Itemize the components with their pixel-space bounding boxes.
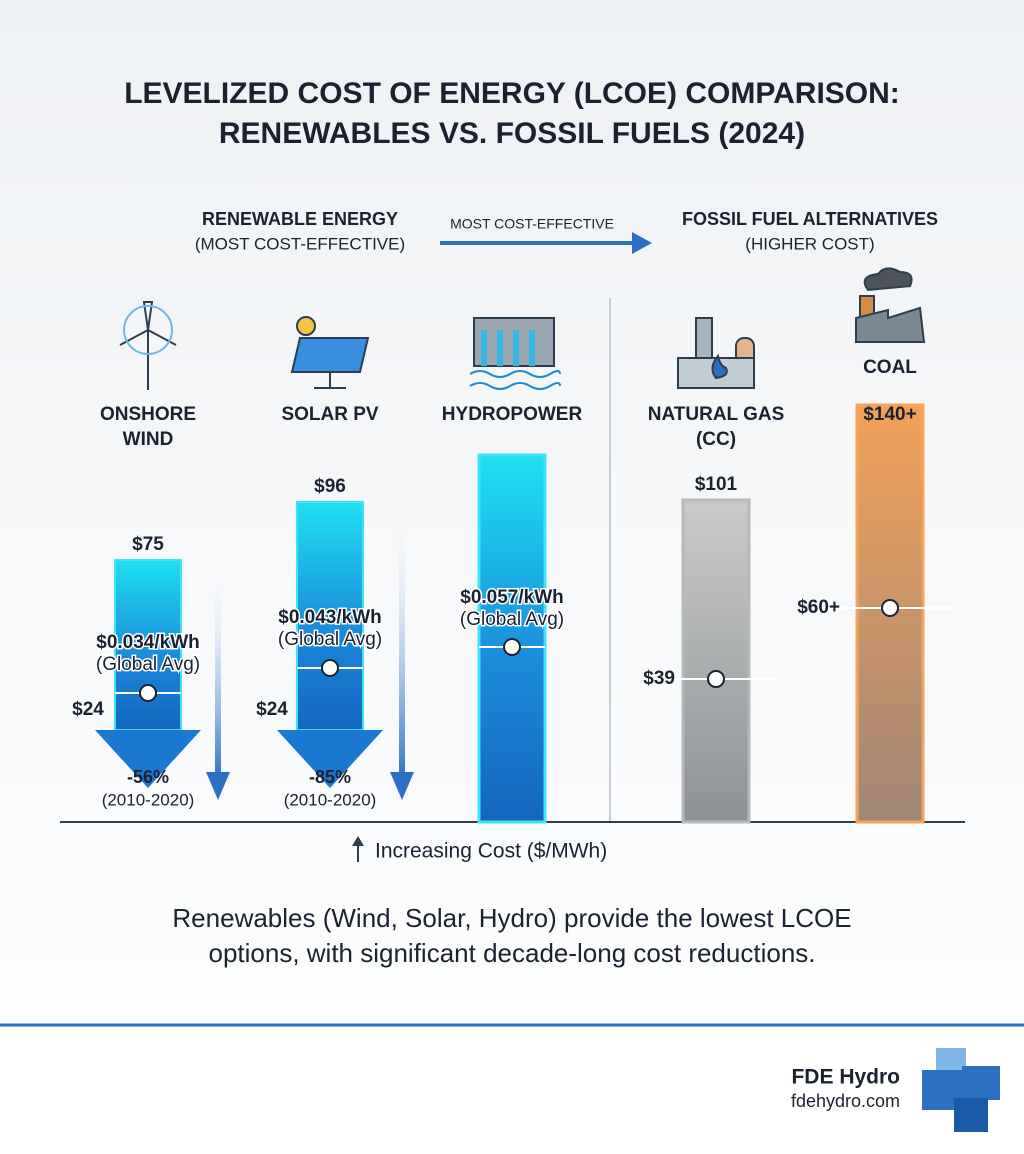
decline-arrow [277,730,383,788]
top-value: $75 [132,534,164,555]
group-subtitle: (MOST COST-EFFECTIVE) [195,234,405,253]
top-value: $140+ [863,404,916,425]
brand: FDE Hydro [791,1066,900,1089]
summary-line: options, with significant decade-long co… [208,938,815,968]
arrow-head [632,232,652,254]
axis-arrow-head [352,836,364,846]
column-label: HYDROPOWER [442,404,583,425]
marker [321,659,339,677]
column-label: ONSHORE [100,404,196,425]
low-value: $24 [256,699,288,720]
low-value: $39 [643,668,675,689]
thin-arrow-head [206,772,230,800]
thin-arrow [399,502,405,780]
marker [139,684,157,702]
wind-icon [119,301,177,390]
marker [503,638,521,656]
top-value: $101 [695,474,738,495]
column-label: COAL [863,357,917,378]
change-value: -56% [127,767,169,787]
coal-icon [855,267,926,343]
brand-url: fdehydro.com [791,1091,900,1111]
marker [881,599,899,617]
logo [922,1048,1000,1132]
cost-bar [296,501,364,731]
marker [707,670,725,688]
gas-icon [677,317,755,389]
average-label: $0.057/kWh [460,587,564,608]
axis-label: Increasing Cost ($/MWh) [375,840,607,863]
decline-arrow [95,730,201,788]
low-value: $60+ [797,597,840,618]
thin-arrow-head [390,772,414,800]
group-title: FOSSIL FUEL ALTERNATIVES [682,209,938,229]
summary-line: Renewables (Wind, Solar, Hydro) provide … [172,903,851,933]
top-value: $96 [314,476,346,497]
group-title: RENEWABLE ENERGY [202,209,398,229]
period: (2010-2020) [102,790,195,809]
column-label: (CC) [696,429,736,450]
arrow-label: MOST COST-EFFECTIVE [450,216,614,232]
low-value: $24 [72,699,104,720]
column-label: SOLAR PV [281,404,378,425]
period: (2010-2020) [284,790,377,809]
average-label: (Global Avg) [460,609,564,630]
cost-bar [681,498,751,824]
column-label: NATURAL GAS [648,404,785,425]
solar-icon [290,316,370,389]
change-value: -85% [309,767,351,787]
average-label: (Global Avg) [278,629,382,650]
column-label: WIND [123,429,174,450]
footer-background [0,1024,1024,1154]
average-label: (Global Avg) [96,654,200,675]
title-line: LEVELIZED COST OF ENERGY (LCOE) COMPARIS… [124,77,900,110]
average-label: $0.034/kWh [96,632,200,653]
title-line: RENEWABLES VS. FOSSIL FUELS (2024) [219,117,805,150]
thin-arrow [215,560,221,780]
group-subtitle: (HIGHER COST) [745,234,874,253]
hydro-icon [469,317,561,390]
average-label: $0.043/kWh [278,607,382,628]
